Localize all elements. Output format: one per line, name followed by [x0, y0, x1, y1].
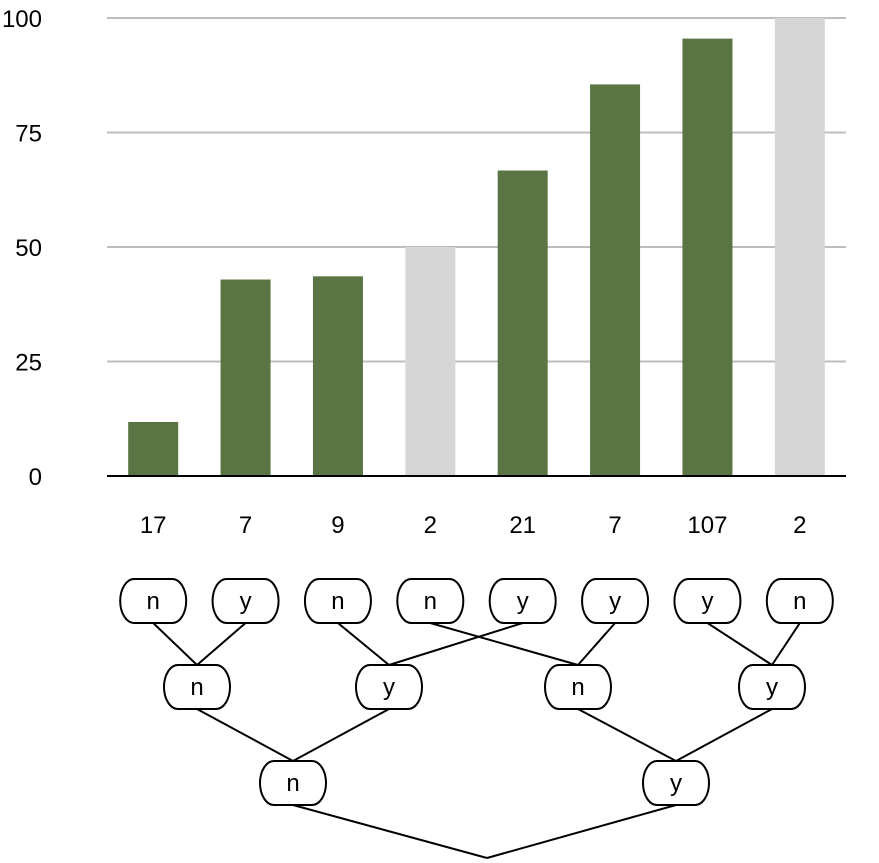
- tree-node-y: y: [355, 664, 423, 710]
- tree-node-label: y: [670, 770, 682, 797]
- reference-bar: [774, 18, 825, 476]
- tree-node-label: y: [383, 674, 395, 701]
- tree-node-n: n: [765, 578, 834, 624]
- grid-layer: [107, 17, 846, 363]
- tree-node-n: n: [163, 664, 231, 710]
- tree-node-label: n: [286, 770, 299, 797]
- tree-node-box: [303, 578, 372, 624]
- tree-node-label: n: [793, 588, 806, 615]
- axis-layer: 0 25 50 75 100 17 7 9 2 21 7 107 2: [2, 6, 846, 539]
- x-tick-label: 9: [331, 512, 344, 539]
- tree-node-label: y: [240, 588, 252, 615]
- data-bar: [220, 279, 271, 476]
- tree-node-label: y: [701, 588, 713, 615]
- tree-node-n: n: [544, 664, 612, 710]
- tree-node-box: [355, 664, 423, 710]
- data-bar: [497, 170, 548, 476]
- tree-edge-layer: [152, 622, 801, 859]
- tree-edge-root: [486, 804, 677, 859]
- x-tick-label: 2: [424, 512, 437, 539]
- tree-edge: [577, 622, 616, 666]
- data-bar: [312, 276, 363, 476]
- tree-node-box: [396, 578, 465, 624]
- tree-node-box: [765, 578, 834, 624]
- tree-node-label: n: [190, 674, 203, 701]
- data-bar: [128, 421, 179, 476]
- y-tick-label: 25: [15, 350, 42, 377]
- tree-edge: [292, 708, 390, 762]
- tree-node-box: [544, 664, 612, 710]
- tree-edge: [152, 622, 198, 666]
- tree-node-box: [738, 664, 806, 710]
- y-tick-label: 0: [29, 464, 42, 491]
- tree-node-y: y: [642, 760, 710, 806]
- tree-node-box: [211, 578, 280, 624]
- tree-node-n: n: [259, 760, 327, 806]
- tree-node-label: n: [571, 674, 584, 701]
- data-bar: [590, 84, 641, 476]
- y-tick-label: 100: [2, 6, 42, 33]
- tree-node-box: [163, 664, 231, 710]
- tree-node-label: y: [609, 588, 621, 615]
- bar-layer: [128, 18, 825, 477]
- tree-node-box: [488, 578, 557, 624]
- tree-node-box: [259, 760, 327, 806]
- tree-node-label: y: [517, 588, 529, 615]
- tree-edge: [196, 708, 294, 762]
- tree-edge: [675, 708, 773, 762]
- tree-edge: [388, 622, 523, 666]
- tree-node-y: y: [738, 664, 806, 710]
- x-tick-label: 2: [793, 512, 806, 539]
- tree-edge: [337, 622, 390, 666]
- tree-edge-root: [292, 804, 488, 859]
- x-tick-label: 21: [509, 512, 536, 539]
- tree-node-box: [673, 578, 742, 624]
- x-tick-label: 7: [608, 512, 621, 539]
- tree-node-y: y: [488, 578, 557, 624]
- tree-edge: [706, 622, 773, 666]
- data-bar: [682, 38, 733, 477]
- x-tick-label: 107: [687, 512, 727, 539]
- y-tick-label: 50: [15, 235, 42, 262]
- tree-node-n: n: [119, 578, 188, 624]
- tree-node-box: [581, 578, 650, 624]
- tree-node-y: y: [581, 578, 650, 624]
- y-tick-label: 75: [15, 121, 42, 148]
- tree-node-box: [642, 760, 710, 806]
- tree-node-layer: n y n n y y y n n y n y n y: [119, 578, 834, 806]
- tree-node-label: n: [147, 588, 160, 615]
- x-tick-label: 17: [140, 512, 167, 539]
- tree-edge: [196, 622, 247, 666]
- tree-node-box: [119, 578, 188, 624]
- tree-node-y: y: [211, 578, 280, 624]
- tree-node-label: y: [766, 674, 778, 701]
- tree-node-label: n: [424, 588, 437, 615]
- tree-edge: [430, 622, 579, 666]
- tree-node-label: n: [331, 588, 344, 615]
- tree-edge: [577, 708, 677, 762]
- x-tick-label: 7: [239, 512, 252, 539]
- tree-node-n: n: [396, 578, 465, 624]
- tree-node-n: n: [303, 578, 372, 624]
- tree-node-y: y: [673, 578, 742, 624]
- reference-bar: [405, 247, 456, 476]
- tree-edge: [771, 622, 801, 666]
